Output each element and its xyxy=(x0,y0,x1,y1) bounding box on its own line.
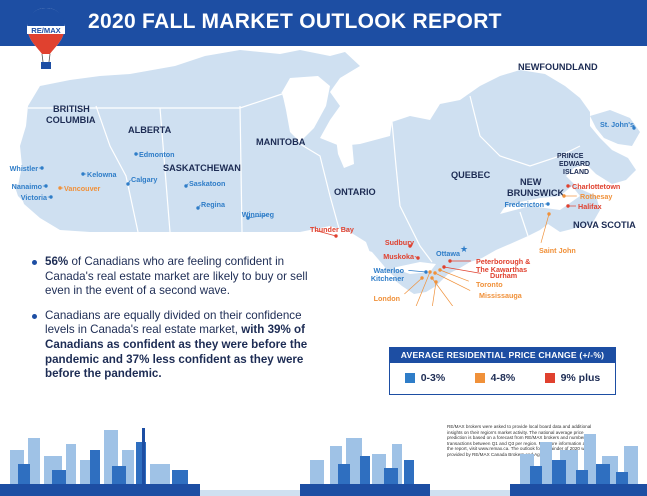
market-label: Saint John xyxy=(539,246,576,255)
province-saskatchewan: SASKATCHEWAN xyxy=(163,163,241,173)
province-british-columbia: BRITISH COLUMBIA xyxy=(46,104,96,125)
city-skyline-illustration xyxy=(0,428,647,496)
market-leader-line xyxy=(127,179,131,185)
market-leader-line xyxy=(315,230,337,237)
province-manitoba: MANITOBA xyxy=(256,137,306,147)
market-label: Toronto xyxy=(476,280,503,289)
key-findings: 56% of Canadians who are feeling confide… xyxy=(32,255,332,392)
price-change-legend: AVERAGE RESIDENTIAL PRICE CHANGE (+/-%) … xyxy=(389,347,616,395)
market-leader-line xyxy=(434,272,471,291)
capital-star-icon: ★ xyxy=(460,244,468,254)
legend-label-high: 9% plus xyxy=(560,372,601,384)
market-label: Halifax xyxy=(578,202,602,211)
province-new-brunswick: NEW BRUNSWICK xyxy=(507,177,565,198)
header-banner: 2020 FALL MARKET OUTLOOK REPORT xyxy=(0,0,647,46)
market-label: Vancouver xyxy=(64,184,101,193)
market-leader-line xyxy=(443,266,481,274)
finding-2-text: Canadians are equally divided on their c… xyxy=(45,308,302,337)
market-label: Saskatoon xyxy=(189,179,225,188)
market-label: Mississauga xyxy=(479,291,523,300)
market-label: Muskoka xyxy=(383,252,415,261)
legend-item-low: 0-3% xyxy=(404,372,446,384)
legend-swatch-mid xyxy=(474,373,485,383)
province-ontario: ONTARIO xyxy=(334,187,376,197)
market-dot xyxy=(632,126,636,130)
province-newfoundland: NEWFOUNDLAND xyxy=(518,62,598,72)
page-title: 2020 FALL MARKET OUTLOOK REPORT xyxy=(88,10,502,33)
gulf-st-lawrence xyxy=(500,186,580,214)
market-leader-line xyxy=(409,242,414,247)
legend-label-low: 0-3% xyxy=(420,372,446,384)
market-label: Kelowna xyxy=(87,170,118,179)
methodology-footnote: RE/MAX brokers were asked to provide loc… xyxy=(447,424,595,457)
market-label: St. John's xyxy=(600,120,634,129)
province-borders xyxy=(28,91,581,263)
vancouver-island xyxy=(14,184,36,208)
market-leader-line xyxy=(247,214,269,219)
finding-2-bold: with 39% of Canadians as confident as th… xyxy=(45,323,308,381)
market-label: Waterloo Kitchener xyxy=(371,266,405,283)
logo-text: RE/MAX xyxy=(31,26,61,35)
remax-balloon-logo: RE/MAX xyxy=(27,8,65,69)
province-quebec: QUEBEC xyxy=(451,170,491,180)
market-leader-line xyxy=(414,256,419,259)
legend-swatch-high xyxy=(544,373,555,383)
newfoundland-island xyxy=(590,110,640,146)
market-label: Fredericton xyxy=(504,200,544,209)
finding-2: Canadians are equally divided on their c… xyxy=(32,309,332,382)
market-label: Edmonton xyxy=(139,150,175,159)
market-label: Rothesay xyxy=(580,192,612,201)
legend-swatch-low xyxy=(404,373,415,383)
market-leader-line xyxy=(185,183,189,187)
legend-item-high: 9% plus xyxy=(544,372,601,384)
market-label: Victoria xyxy=(21,193,48,202)
market-label: Charlottetown xyxy=(572,182,620,191)
finding-1: 56% of Canadians who are feeling confide… xyxy=(32,255,332,299)
market-leader-line xyxy=(540,213,550,243)
market-label: Durham xyxy=(490,271,517,280)
finding-1-lead: 56% xyxy=(45,255,69,268)
canada-map: BRITISH COLUMBIA ALBERTA SASKATCHEWAN MAN… xyxy=(0,46,647,331)
market-leader-line xyxy=(439,269,469,282)
province-alberta: ALBERTA xyxy=(128,125,172,135)
finding-1-text: of Canadians who are feeling confident i… xyxy=(45,255,308,298)
legend-title: AVERAGE RESIDENTIAL PRICE CHANGE (+/-%) xyxy=(390,348,615,363)
market-label: Regina xyxy=(201,200,226,209)
great-lakes xyxy=(300,226,396,282)
market-leader-line xyxy=(408,270,427,273)
market-leader-line xyxy=(197,204,201,209)
market-label: Whistler xyxy=(10,164,39,173)
market-label: Nanaimo xyxy=(12,182,43,191)
canada-landmass xyxy=(18,50,636,294)
market-label: Peterborough & The Kawarthas xyxy=(476,257,530,274)
market-label: Winnipeg xyxy=(242,210,274,219)
market-label: London xyxy=(374,294,400,303)
market-label: Calgary xyxy=(131,175,157,184)
market-leader-line xyxy=(404,277,423,295)
market-label: Thunder Bay xyxy=(310,225,354,234)
legend-label-mid: 4-8% xyxy=(490,372,516,384)
market-label: Sudbury xyxy=(385,238,414,247)
market-label: Ottawa xyxy=(436,249,461,258)
james-bay xyxy=(336,138,354,168)
province-nova-scotia: NOVA SCOTIA xyxy=(573,220,636,230)
province-pei: PRINCE EDWARD ISLAND xyxy=(557,153,590,176)
legend-item-mid: 4-8% xyxy=(474,372,516,384)
